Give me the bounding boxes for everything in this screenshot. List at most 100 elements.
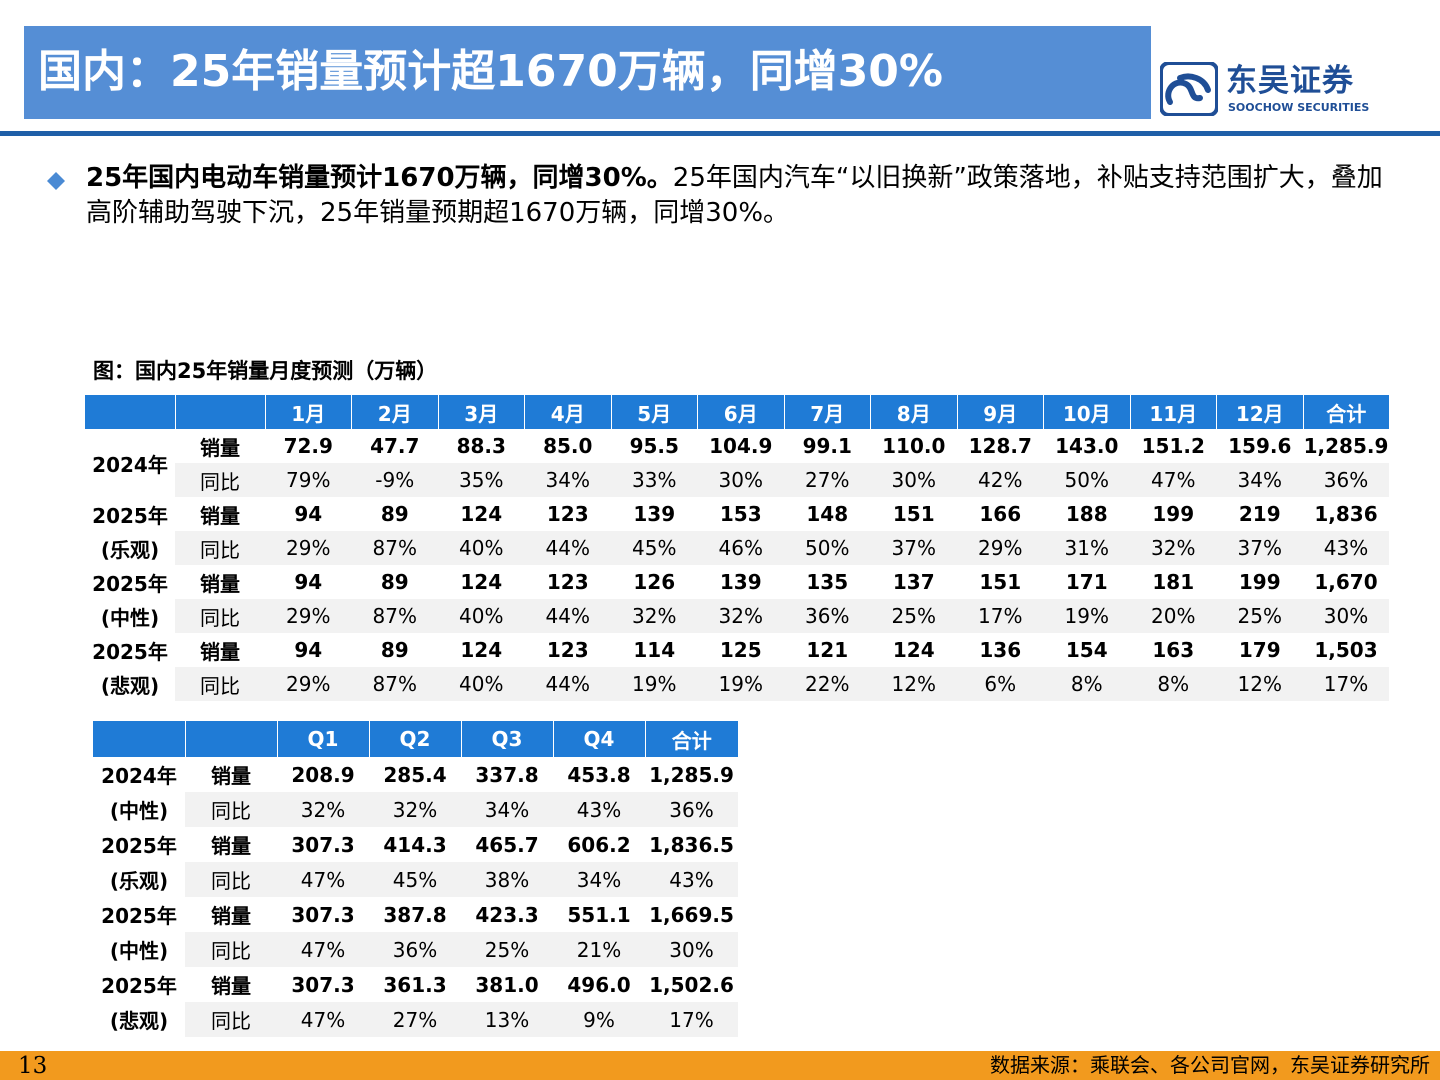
table-row: (乐观) 同比 47% 45% 38% 34% 43% (93, 862, 738, 897)
table-cell: 38% (461, 862, 553, 897)
table-cell: 199 (1238, 570, 1281, 594)
table-cell: 43% (645, 862, 738, 897)
table-cell: 139 (719, 570, 762, 594)
table-cell: 40% (438, 599, 525, 633)
row-label: 销量 (200, 435, 240, 460)
row-scenario: (中性) (85, 599, 175, 633)
table-cell: 45% (369, 862, 461, 897)
column-header: 10月 (1043, 395, 1130, 429)
table-cell: 361.3 (383, 972, 447, 997)
table-row: 2025年 销量 94 89 124 123 139 153 148 151 166 188 199 21… (85, 497, 1389, 531)
table-cell: 36% (1303, 463, 1389, 497)
table-cell: 154 (1065, 638, 1108, 662)
table-cell: 47% (1130, 463, 1217, 497)
table-cell: 551.1 (567, 902, 631, 927)
table-cell: 128.7 (968, 434, 1032, 458)
table-cell: 20% (1130, 599, 1217, 633)
table-cell: 79% (265, 463, 352, 497)
header-divider (0, 131, 1440, 136)
table-cell: -9% (351, 463, 438, 497)
column-header: 8月 (870, 395, 957, 429)
table-cell: 34% (553, 862, 645, 897)
table-cell: 423.3 (475, 902, 539, 927)
table-cell: 72.9 (283, 434, 333, 458)
table-cell: 43% (553, 792, 645, 827)
column-header: Q1 (276, 721, 369, 757)
table-cell: 159.6 (1228, 434, 1292, 458)
table-cell: 135 (806, 570, 849, 594)
table-cell: 50% (784, 531, 871, 565)
table-cell: 387.8 (383, 902, 447, 927)
row-label: 同比 (185, 1002, 277, 1037)
table-cell: 32% (1130, 531, 1217, 565)
table-cell: 123 (546, 502, 589, 526)
row-label: 同比 (175, 531, 265, 565)
column-header: 6月 (697, 395, 784, 429)
table-row: 同比 79% -9% 35% 34% 33% 30% 27% 30% 42% 50% 47% 34% 36… (85, 463, 1389, 497)
table-cell: 6% (957, 667, 1044, 701)
table-cell: 1,670 (1314, 570, 1378, 594)
table-cell: 30% (870, 463, 957, 497)
table-cell: 32% (611, 599, 698, 633)
table-cell: 45% (611, 531, 698, 565)
table-cell: 110.0 (882, 434, 946, 458)
table-cell: 30% (645, 932, 738, 967)
table-cell: 124 (460, 570, 503, 594)
table-cell: 21% (553, 932, 645, 967)
table-cell: 337.8 (475, 762, 539, 787)
column-header: 4月 (524, 395, 611, 429)
row-scenario: (中性) (93, 792, 185, 827)
table-cell: 29% (957, 531, 1044, 565)
table-cell: 50% (1043, 463, 1130, 497)
table-cell: 137 (892, 570, 935, 594)
column-header: 3月 (437, 395, 525, 429)
table-cell: 19% (1043, 599, 1130, 633)
row-label: 同比 (185, 792, 277, 827)
table-cell: 171 (1065, 570, 1108, 594)
column-header: 9月 (956, 395, 1044, 429)
table-cell: 27% (784, 463, 871, 497)
column-header: 合计 (644, 721, 738, 757)
table-cell: 181 (1152, 570, 1195, 594)
table-row: (中性) 同比 29% 87% 40% 44% 32% 32% 36% 25% 17% 19% 20% 2… (85, 599, 1389, 633)
table-cell: 32% (277, 792, 369, 827)
table-cell: 17% (957, 599, 1044, 633)
summary-text: 25年国内汽车“以旧换新”政策落地，补贴支持范围扩大，叠加高阶辅助驾驶下沉，25… (86, 163, 1383, 228)
table-cell: 1,503 (1314, 638, 1378, 662)
table-cell: 163 (1152, 638, 1195, 662)
table-cell: 94 (294, 502, 323, 526)
table-cell: 44% (524, 531, 611, 565)
table-cell: 99.1 (802, 434, 852, 458)
table-cell: 606.2 (567, 832, 631, 857)
table-cell: 219 (1238, 502, 1281, 526)
column-header: Q3 (460, 721, 553, 757)
row-label: 销量 (200, 571, 240, 596)
table-cell: 148 (806, 502, 849, 526)
table-cell: 143.0 (1055, 434, 1119, 458)
table-cell: 42% (957, 463, 1044, 497)
table-cell: 46% (697, 531, 784, 565)
table-cell: 40% (438, 531, 525, 565)
column-header: 2月 (351, 395, 438, 429)
table-row: 2025年 销量 94 89 124 123 114 125 121 124 136 154 163 17… (85, 633, 1389, 667)
diamond-bullet-icon (47, 172, 65, 190)
footer-bar (0, 1051, 1440, 1080)
table-cell: 25% (461, 932, 553, 967)
column-header: 7月 (783, 395, 871, 429)
table-cell: 13% (461, 1002, 553, 1037)
table-cell: 12% (870, 667, 957, 701)
row-label: 同比 (185, 932, 277, 967)
table-cell: 95.5 (629, 434, 679, 458)
summary-paragraph: 25年国内电动车销量预计1670万辆，同增30%。25年国内汽车“以旧换新”政策… (86, 161, 1406, 231)
table-header-row: Q1 Q2 Q3 Q4 合计 (93, 721, 738, 757)
row-year: 2025年 (101, 974, 177, 998)
table-cell: 166 (979, 502, 1022, 526)
table-cell: 104.9 (709, 434, 773, 458)
monthly-forecast-table: 1月 2月 3月 4月 5月 6月 7月 8月 9月 10月 11月 12月 合计 2024年 销量 72.… (85, 395, 1389, 701)
table-cell: 85.0 (543, 434, 593, 458)
table-cell: 31% (1043, 531, 1130, 565)
table-cell: 414.3 (383, 832, 447, 857)
figure-title: 图：国内25年销量月度预测（万辆） (93, 359, 438, 383)
table-cell: 139 (633, 502, 676, 526)
logo-english-name: SOOCHOW SECURITIES (1228, 101, 1370, 114)
